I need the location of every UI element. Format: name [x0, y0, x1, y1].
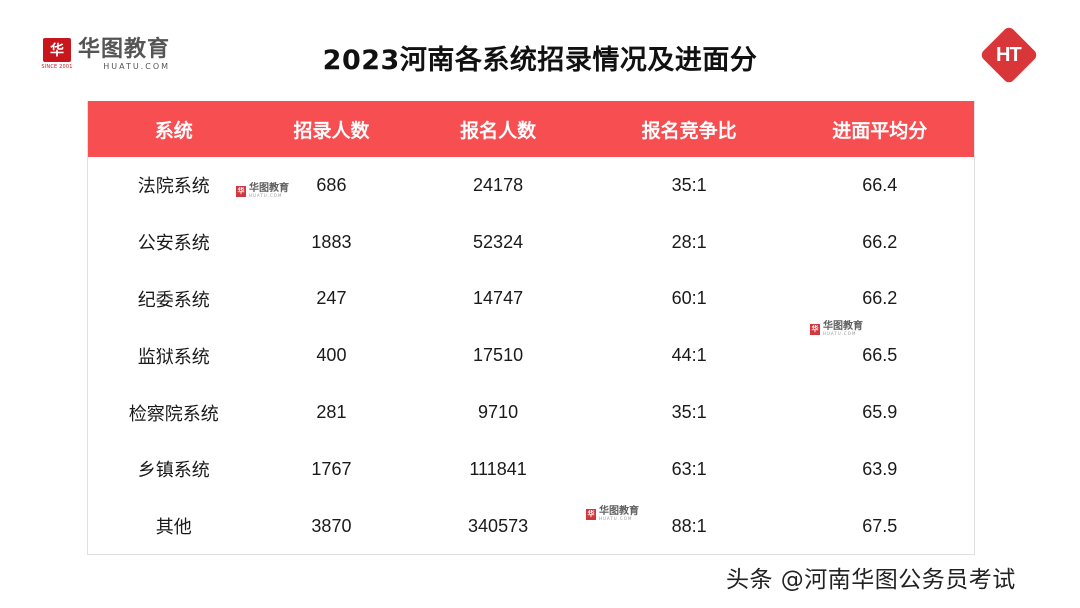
cell-system: 其他: [155, 517, 192, 539]
cell-ratio: 35:1: [671, 174, 707, 195]
cell-hires: 3870: [311, 515, 352, 536]
page-title: 2023河南各系统招录情况及进面分: [322, 45, 758, 76]
watermark-url: HUATU.COM: [823, 331, 857, 336]
cell-applicants: 17510: [473, 345, 524, 366]
huatu-badge-icon: 华: [586, 508, 596, 520]
cell-system: 公安系统: [137, 233, 210, 255]
cell-avg-score: 66.5: [862, 345, 898, 366]
huatu-name-en: HUATU.COM: [103, 62, 171, 71]
huatu-badge-icon: 华: [810, 323, 820, 335]
watermark-text: 华图教育: [599, 506, 639, 517]
cell-system: 检察院系统: [128, 403, 219, 425]
recruitment-table: 系统 招录人数 报名人数 报名竞争比 进面平均分 法院系统 686 24178 …: [87, 101, 975, 555]
cell-avg-score: 66.4: [862, 174, 898, 195]
column-header-ratio: 报名竞争比: [641, 119, 737, 142]
cell-applicants: 14747: [473, 288, 524, 309]
column-header-hires: 招录人数: [293, 119, 370, 142]
watermark-url: HUATU.COM: [599, 516, 633, 521]
huatu-badge-icon: 华: [43, 38, 71, 62]
cell-ratio: 35:1: [671, 402, 707, 423]
cell-system: 纪委系统: [137, 289, 210, 311]
cell-applicants: 24178: [473, 174, 524, 195]
huatu-name-cn: 华图教育: [78, 37, 171, 62]
cell-avg-score: 66.2: [862, 231, 898, 252]
cell-hires: 247: [316, 288, 347, 309]
table-row: 检察院系统 281 9710 35:1 65.9: [88, 384, 974, 441]
cell-hires: 686: [316, 174, 347, 195]
cell-ratio: 44:1: [671, 345, 707, 366]
watermark-text: 华图教育: [823, 321, 863, 332]
cell-ratio: 60:1: [671, 288, 707, 309]
column-header-applicants: 报名人数: [460, 119, 537, 142]
huatu-logo-mark: 华 SINCE 2001: [41, 38, 73, 72]
huatu-badge-icon: 华: [236, 185, 246, 197]
cell-avg-score: 67.5: [862, 515, 898, 536]
watermark-logo: 华 华图教育 HUATU.COM: [586, 507, 639, 521]
table-row: 公安系统 1883 52324 28:1 66.2: [88, 214, 974, 271]
table-header: 系统 招录人数 报名人数 报名竞争比 进面平均分: [88, 101, 974, 157]
table-row: 纪委系统 247 14747 60:1 66.2: [88, 271, 974, 328]
column-header-avg-score: 进面平均分: [832, 119, 928, 142]
cell-hires: 1883: [311, 231, 352, 252]
cell-avg-score: 65.9: [862, 402, 898, 423]
table-row: 监狱系统 400 17510 44:1 66.5: [88, 327, 974, 384]
cell-applicants: 340573: [468, 515, 529, 536]
watermark-logo: 华 华图教育 HUATU.COM: [810, 322, 863, 336]
cell-system: 法院系统: [137, 176, 210, 198]
watermark-url: HUATU.COM: [249, 193, 283, 198]
table-row: 法院系统 686 24178 35:1 66.4: [88, 157, 974, 214]
ht-logo: HT: [978, 25, 1039, 86]
cell-applicants: 9710: [478, 402, 519, 423]
cell-avg-score: 66.2: [862, 288, 898, 309]
cell-hires: 400: [316, 345, 347, 366]
table-row: 乡镇系统 1767 111841 63:1 63.9: [88, 441, 974, 498]
ht-logo-text: HT: [996, 44, 1022, 66]
cell-avg-score: 63.9: [862, 458, 898, 479]
cell-applicants: 52324: [473, 231, 524, 252]
cell-hires: 1767: [311, 458, 352, 479]
cell-applicants: 111841: [469, 458, 527, 479]
cell-ratio: 28:1: [671, 231, 707, 252]
cell-ratio: 63:1: [671, 458, 707, 479]
huatu-since: SINCE 2001: [41, 64, 73, 70]
cell-system: 乡镇系统: [137, 460, 210, 482]
huatu-logo: 华 SINCE 2001 华图教育 HUATU.COM: [41, 37, 171, 72]
column-header-system: 系统: [154, 119, 193, 142]
cell-hires: 281: [316, 402, 347, 423]
watermark-text: 华图教育: [249, 183, 289, 194]
table-row: 其他 3870 340573 88:1 67.5: [88, 498, 974, 555]
source-credit: 头条 @河南华图公务员考试: [726, 567, 1016, 593]
watermark-logo: 华 华图教育 HUATU.COM: [236, 184, 289, 198]
cell-system: 监狱系统: [137, 346, 210, 368]
cell-ratio: 88:1: [671, 515, 707, 536]
